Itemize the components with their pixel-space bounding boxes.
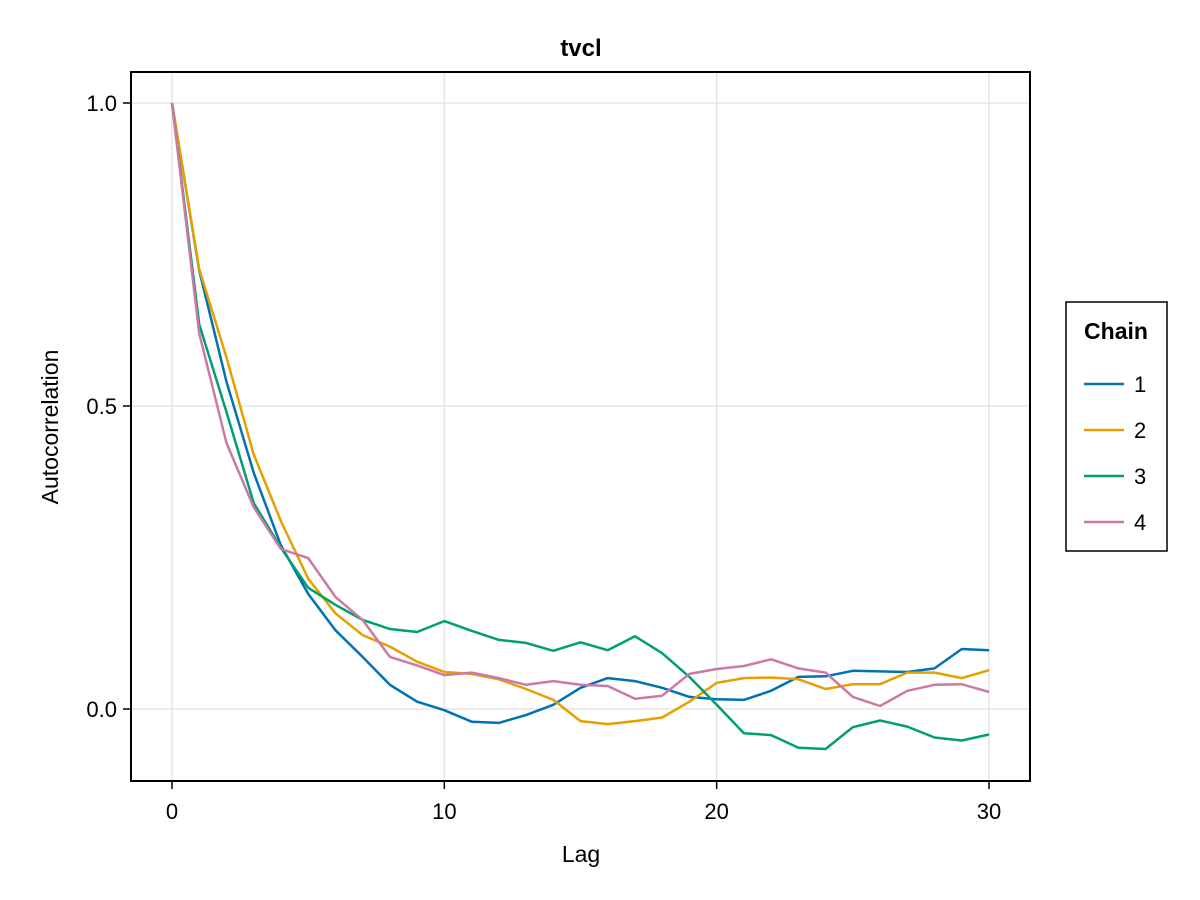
legend-label-chain-4: 4 [1134, 510, 1146, 535]
y-tick-label: 1.0 [86, 91, 117, 116]
y-axis-ticks: 0.0 0.5 1.0 [86, 91, 131, 722]
plot-frame [130, 71, 1031, 782]
chart-title: tvcl [560, 35, 601, 62]
legend-label-chain-2: 2 [1134, 418, 1146, 443]
legend-items: 1 2 3 4 [1084, 372, 1146, 535]
legend-box [1065, 301, 1168, 552]
series-line-chain-2 [170, 102, 990, 726]
y-tick-label: 0.0 [86, 697, 117, 722]
legend: Chain 1 2 3 4 [1065, 301, 1168, 552]
series-lines [170, 102, 990, 751]
series-line-chain-3 [170, 102, 990, 751]
x-tick-label: 0 [166, 799, 178, 824]
legend-title: Chain [1084, 318, 1148, 344]
legend-label-chain-1: 1 [1134, 372, 1146, 397]
x-tick-label: 30 [977, 799, 1001, 824]
x-axis-ticks: 0 10 20 30 [166, 781, 1001, 824]
x-tick-label: 10 [432, 799, 456, 824]
series-line-chain-4 [170, 102, 990, 708]
series-line-chain-1 [170, 102, 990, 725]
legend-label-chain-3: 3 [1134, 464, 1146, 489]
y-tick-label: 0.5 [86, 394, 117, 419]
grid-lines [131, 72, 1030, 781]
x-axis-label: Lag [562, 841, 600, 867]
x-tick-label: 20 [704, 799, 728, 824]
y-axis-label: Autocorrelation [37, 350, 63, 505]
